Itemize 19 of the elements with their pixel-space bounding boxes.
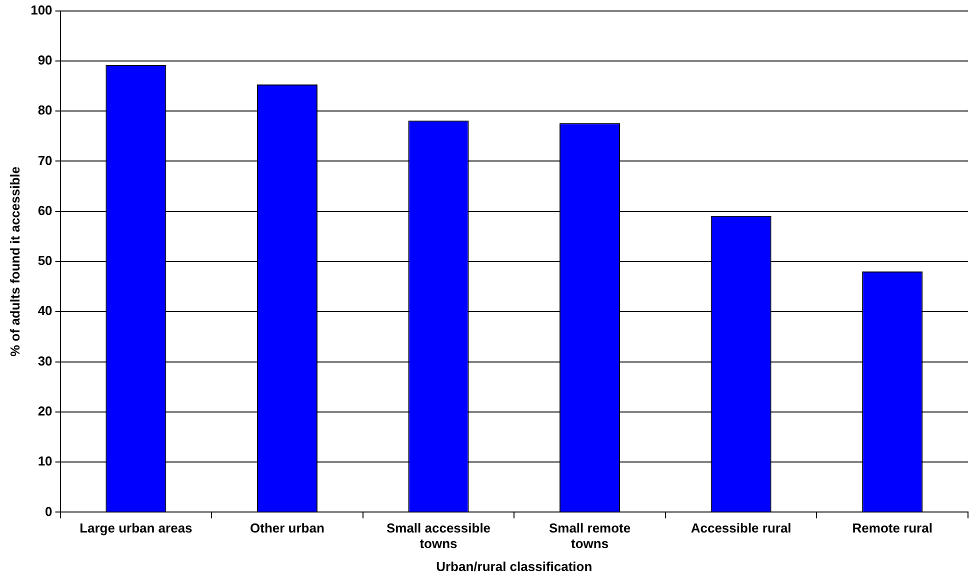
x-tick-label: Remote rural <box>852 520 932 536</box>
y-tick-label: 40 <box>38 303 52 318</box>
x-tick-label: Small accessible towns <box>386 520 491 552</box>
y-tick-label: 70 <box>38 152 52 168</box>
y-tick-label: 60 <box>38 202 52 218</box>
y-tick-label: 50 <box>38 253 52 268</box>
y-tick-label: 100 <box>30 2 52 18</box>
y-tick-label: 90 <box>38 52 52 68</box>
x-axis-title: Urban/rural classification <box>436 558 592 574</box>
y-tick-label: 80 <box>38 102 52 118</box>
x-tick-label: Small remote towns <box>548 520 631 552</box>
y-tick-label: 20 <box>38 404 52 418</box>
y-tick-label: 10 <box>38 454 52 469</box>
x-tick-label: Large urban areas <box>80 520 192 536</box>
y-axis-title: % of adults found it accessible <box>7 166 22 356</box>
x-tick-label: Accessible rural <box>690 520 792 536</box>
x-tick-label: Other urban <box>250 520 324 536</box>
y-tick-label: 0 <box>45 504 52 519</box>
y-tick-label: 30 <box>38 353 52 368</box>
